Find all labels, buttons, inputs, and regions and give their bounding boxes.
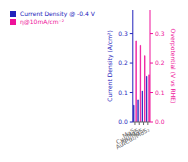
svg-text:0.1: 0.1 bbox=[155, 89, 165, 96]
svg-text:0.0: 0.0 bbox=[155, 118, 165, 125]
svg-text:0.1: 0.1 bbox=[118, 89, 128, 96]
svg-text:Au₄Cu₂/MoS₂: Au₄Cu₂/MoS₂ bbox=[114, 125, 151, 150]
svg-text:0.2: 0.2 bbox=[118, 59, 128, 66]
svg-text:0.3: 0.3 bbox=[155, 30, 165, 37]
svg-text:Current Density (A/cm²): Current Density (A/cm²) bbox=[106, 30, 114, 102]
html-text:η@10mA/cm⁻²: η@10mA/cm⁻² bbox=[20, 18, 65, 25]
svg-text:Overpotential (V vs RHE): Overpotential (V vs RHE) bbox=[169, 29, 177, 104]
html-text:Current Density @ -0.4 V: Current Density @ -0.4 V bbox=[20, 10, 95, 17]
svg-text:0.2: 0.2 bbox=[155, 59, 165, 66]
svg-text:0.0: 0.0 bbox=[118, 118, 128, 125]
svg-text:0.3: 0.3 bbox=[118, 30, 128, 37]
